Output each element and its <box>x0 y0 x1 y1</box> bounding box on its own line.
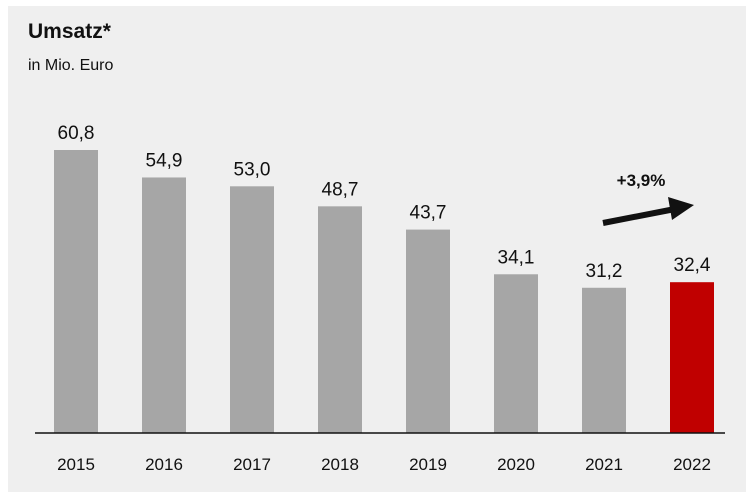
value-label-2015: 60,8 <box>58 123 95 144</box>
value-label-2016: 54,9 <box>146 150 183 171</box>
trend-arrow-shaft <box>602 206 676 226</box>
chart-subtitle: in Mio. Euro <box>28 57 114 74</box>
trend-arrow <box>602 197 694 226</box>
x-tick-label-2020: 2020 <box>497 455 535 474</box>
chart-title: Umsatz* <box>28 20 111 43</box>
bar-2015 <box>54 150 98 433</box>
value-label-2021: 31,2 <box>586 261 623 282</box>
x-tick-label-2022: 2022 <box>673 455 711 474</box>
bar-2022 <box>670 282 714 433</box>
x-tick-label-2019: 2019 <box>409 455 447 474</box>
x-tick-label-2015: 2015 <box>57 455 95 474</box>
x-tick-label-2018: 2018 <box>321 455 359 474</box>
x-tick-label-2016: 2016 <box>145 455 183 474</box>
value-label-2018: 48,7 <box>322 179 359 200</box>
x-tick-label-2017: 2017 <box>233 455 271 474</box>
value-label-2022: 32,4 <box>674 255 711 276</box>
bar-2018 <box>318 206 362 433</box>
value-label-2020: 34,1 <box>498 247 535 268</box>
bar-2021 <box>582 287 626 433</box>
bar-2016 <box>142 177 186 433</box>
trend-annotation-label: +3,9% <box>617 171 666 190</box>
bar-2019 <box>406 229 450 433</box>
value-label-2019: 43,7 <box>410 203 447 224</box>
trend-arrow-head <box>668 197 694 220</box>
value-label-2017: 53,0 <box>234 159 271 180</box>
bar-2017 <box>230 186 274 433</box>
bar-2020 <box>494 274 538 433</box>
x-tick-label-2021: 2021 <box>585 455 623 474</box>
